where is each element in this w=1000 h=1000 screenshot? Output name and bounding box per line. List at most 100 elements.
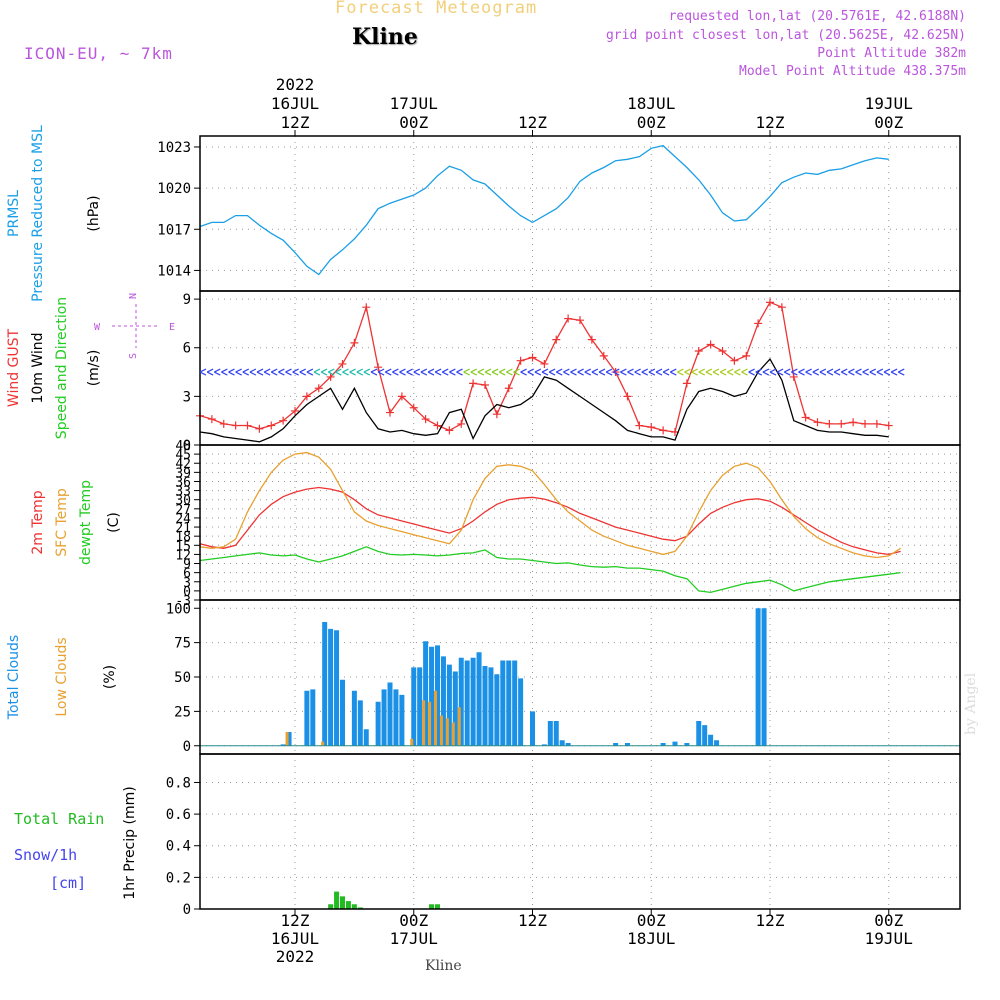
ytick-label: 25 bbox=[174, 704, 191, 720]
wind-arrow bbox=[826, 368, 834, 376]
top-time-label: 17JUL bbox=[390, 94, 438, 113]
gust-marker bbox=[884, 421, 893, 430]
wind-arrow bbox=[399, 368, 406, 376]
gust-marker bbox=[528, 353, 537, 362]
cloud_low-bar bbox=[410, 738, 414, 746]
wind-arrow bbox=[577, 368, 584, 376]
gust-marker bbox=[326, 372, 335, 381]
cloud_total-bar bbox=[280, 744, 286, 746]
cloud_total-bar bbox=[393, 689, 399, 746]
dewpt-line bbox=[199, 546, 901, 594]
gust-marker bbox=[291, 406, 299, 415]
ylabel-2: dewpt Temp bbox=[78, 480, 94, 565]
wind-arrow bbox=[441, 368, 449, 376]
wind-arrow bbox=[677, 368, 684, 376]
ytick-label: 39 bbox=[175, 466, 191, 481]
cloud_total-bar bbox=[363, 729, 369, 746]
sfc-line bbox=[199, 451, 901, 559]
wind-arrow bbox=[791, 368, 798, 376]
gust-marker bbox=[433, 421, 442, 430]
gust-marker bbox=[647, 423, 656, 432]
wind-arrow bbox=[555, 368, 563, 376]
wind-arrow bbox=[278, 368, 285, 376]
cloud_total-bar bbox=[482, 666, 488, 746]
cloud_total-bar bbox=[375, 701, 381, 746]
gust-marker bbox=[492, 410, 501, 419]
wind-arrow bbox=[377, 368, 385, 376]
wind-arrow bbox=[477, 368, 485, 376]
cloud_total-bar bbox=[399, 694, 405, 746]
gust-marker bbox=[837, 419, 846, 428]
cloud_total-bar bbox=[613, 743, 619, 746]
cloud_total-bar bbox=[755, 608, 761, 746]
gust-marker bbox=[801, 413, 810, 422]
ytick-label: -3 bbox=[175, 594, 191, 609]
wind-arrow bbox=[413, 368, 421, 376]
cloud_total-bar bbox=[506, 660, 512, 746]
gust-marker bbox=[457, 419, 466, 428]
cloud_total-bar bbox=[476, 652, 482, 746]
panel-wind: 0 3 6 9 Wind GUST 10m Wind Speed and Direction… bbox=[6, 290, 961, 454]
cloud_low-bar bbox=[445, 718, 449, 746]
ytick-label: 24 bbox=[175, 512, 191, 527]
compass-n: N bbox=[128, 293, 139, 299]
wind-arrow bbox=[755, 368, 763, 376]
wind-arrow bbox=[327, 368, 335, 376]
gust-marker bbox=[576, 316, 584, 325]
wind-arrow bbox=[605, 368, 613, 376]
cloud_low-bar bbox=[434, 690, 437, 746]
ytick-label: 50 bbox=[174, 670, 191, 686]
cloud_low-bar bbox=[428, 701, 432, 746]
wind-arrow bbox=[691, 368, 698, 376]
compass-s: S bbox=[128, 353, 139, 359]
wind-arrow bbox=[456, 368, 463, 376]
gust-marker bbox=[207, 415, 216, 424]
gust-marker bbox=[255, 424, 264, 433]
bottom-time-label: 17JUL bbox=[390, 929, 438, 948]
wind-arrow bbox=[883, 368, 891, 376]
wind-arrow bbox=[812, 368, 820, 376]
wind-arrow bbox=[897, 368, 905, 376]
top-time-label: 16JUL bbox=[271, 94, 319, 113]
wind-arrow bbox=[292, 368, 299, 376]
ytick-label: 1014 bbox=[157, 263, 191, 279]
requested-coords: requested lon,lat (20.5761E, 42.6188N) bbox=[668, 9, 966, 24]
wind-arrow bbox=[819, 368, 827, 376]
bottom-time-label: 18JUL bbox=[627, 929, 675, 948]
wind-arrow bbox=[527, 368, 535, 376]
wind-arrow bbox=[434, 368, 442, 376]
wind-arrows bbox=[199, 368, 905, 376]
ytick-label: 0 bbox=[183, 902, 191, 918]
gust-marker bbox=[302, 392, 311, 401]
wind-arrow bbox=[776, 368, 784, 376]
wind-arrow bbox=[719, 368, 727, 376]
ytick-label: 30 bbox=[175, 494, 191, 509]
wind-arrow bbox=[684, 368, 691, 376]
ytick-label: 1017 bbox=[157, 222, 191, 238]
gust-marker bbox=[504, 384, 513, 393]
ytick-label: 0 bbox=[183, 585, 191, 600]
cloud_total-bar bbox=[304, 690, 310, 746]
wind-arrow bbox=[798, 368, 805, 376]
wind-arrow bbox=[541, 368, 549, 376]
wind-arrow bbox=[620, 368, 627, 376]
wind-arrow bbox=[221, 368, 228, 376]
rain-bar bbox=[334, 891, 340, 909]
ylabel-1: Pressure Reduced to MSL bbox=[30, 125, 46, 302]
cloud_total-bar bbox=[440, 656, 446, 746]
ylabel-1: SFC Temp bbox=[54, 488, 70, 557]
wind-arrow bbox=[356, 368, 364, 376]
panel-frame bbox=[199, 135, 961, 292]
ytick-label: 0.4 bbox=[166, 839, 191, 855]
wind-arrow bbox=[655, 368, 663, 376]
wind-arrow bbox=[534, 368, 542, 376]
wind-arrow bbox=[612, 368, 620, 376]
wind-arrow bbox=[270, 368, 278, 376]
wind-arrow bbox=[840, 368, 848, 376]
panel-pressure: 1014 1017 1020 1023 PRMSL Pressure Reduced to… bbox=[6, 125, 961, 302]
wind-arrow bbox=[313, 368, 321, 376]
wind-arrow bbox=[627, 368, 634, 376]
panel-frame bbox=[199, 290, 961, 446]
temp-line bbox=[199, 486, 901, 556]
wind-arrow bbox=[862, 368, 869, 376]
